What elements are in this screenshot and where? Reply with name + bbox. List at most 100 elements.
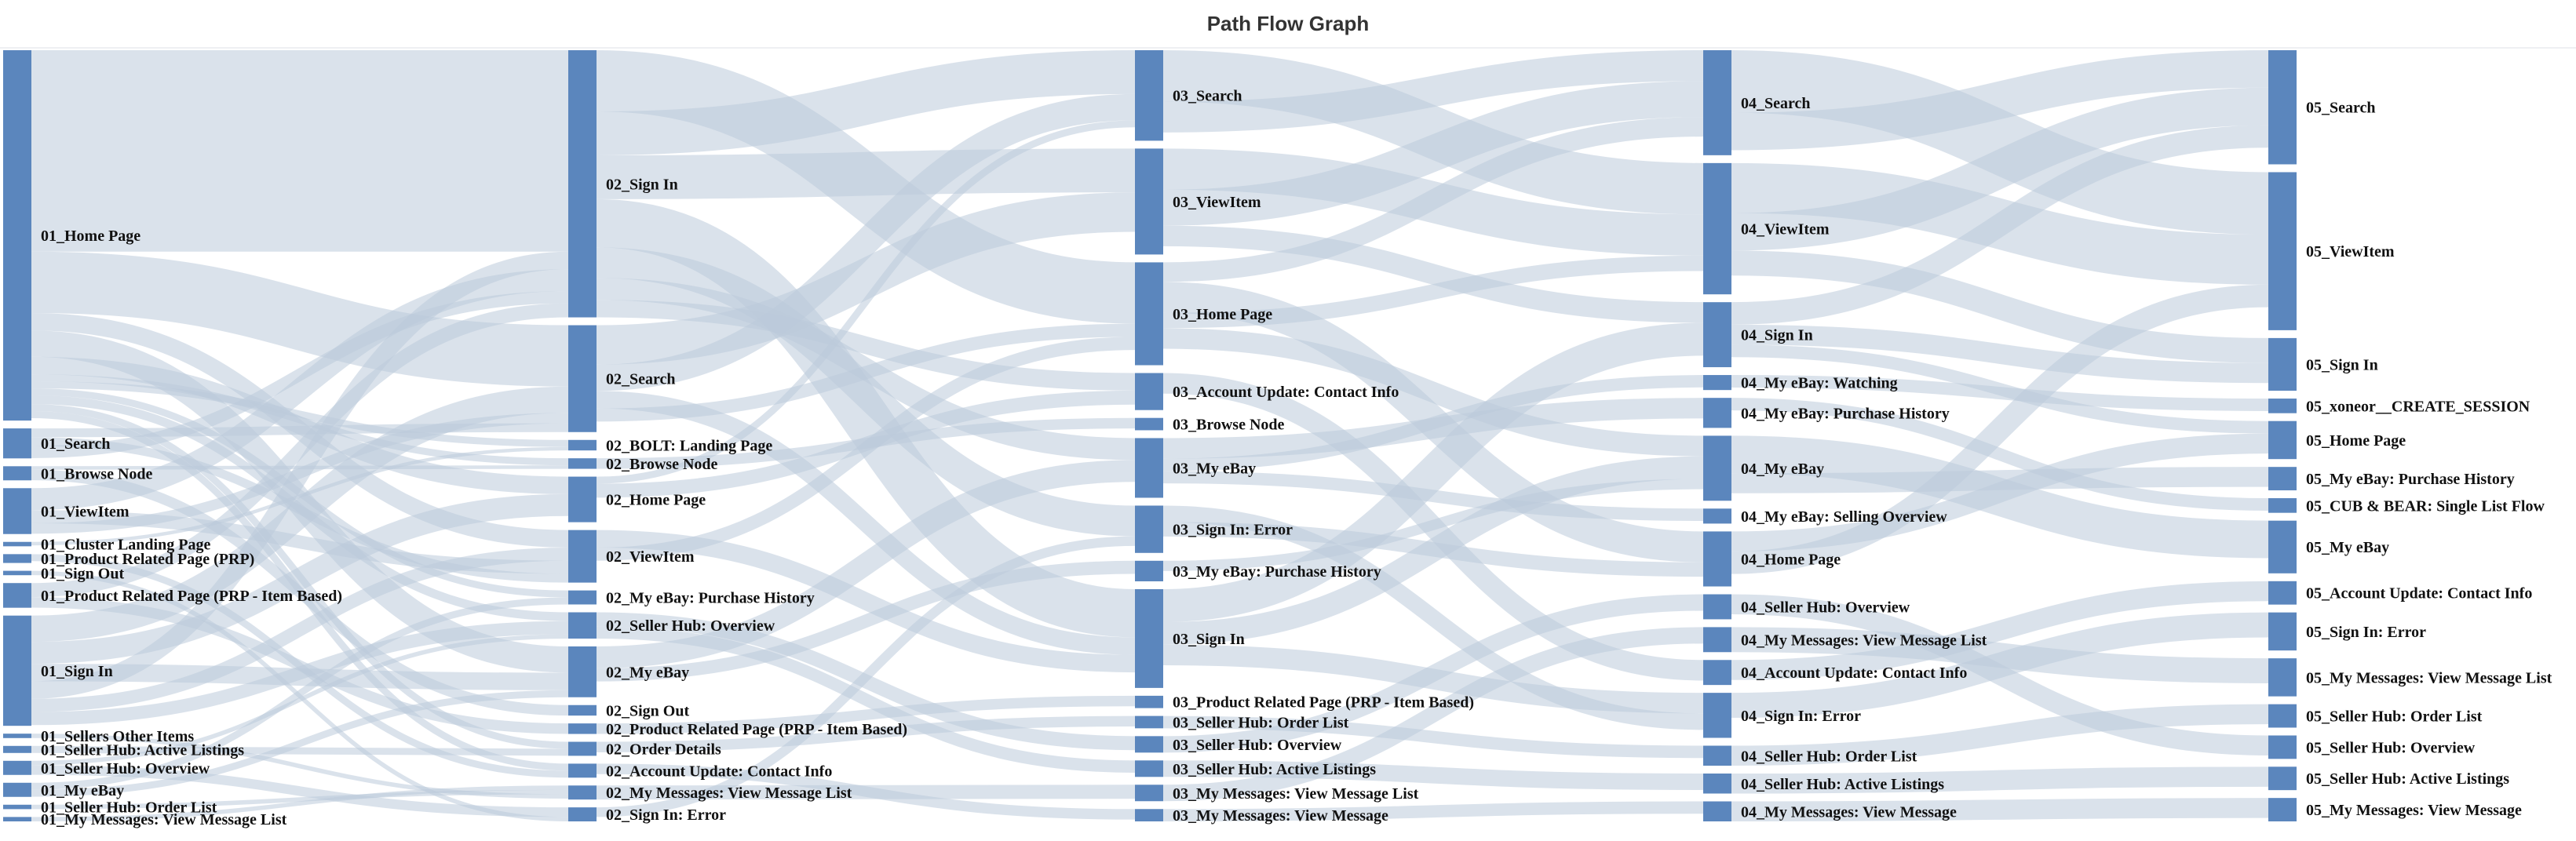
flow-link[interactable] xyxy=(31,493,569,664)
flow-link[interactable] xyxy=(596,715,1136,752)
flow-link[interactable] xyxy=(596,247,1136,537)
flow-node[interactable] xyxy=(1135,695,1163,708)
flow-link[interactable] xyxy=(596,148,1136,199)
flow-node[interactable] xyxy=(1703,594,1731,620)
flow-link[interactable] xyxy=(1162,594,1704,753)
flow-node[interactable] xyxy=(568,612,597,639)
flow-link[interactable] xyxy=(31,570,569,822)
flow-node[interactable] xyxy=(1135,785,1163,802)
flow-node[interactable] xyxy=(3,782,31,797)
flow-node[interactable] xyxy=(1703,435,1731,501)
flow-node[interactable] xyxy=(3,488,31,534)
flow-node[interactable] xyxy=(568,807,597,821)
flow-node[interactable] xyxy=(2268,658,2297,697)
flow-link[interactable] xyxy=(1162,627,1704,802)
flow-link[interactable] xyxy=(31,446,569,546)
flow-link[interactable] xyxy=(1731,766,2269,794)
flow-node[interactable] xyxy=(3,760,31,775)
flow-link[interactable] xyxy=(1162,50,1704,215)
flow-node[interactable] xyxy=(3,583,31,608)
flow-link[interactable] xyxy=(1162,49,1704,133)
flow-node[interactable] xyxy=(2268,467,2297,491)
flow-link[interactable] xyxy=(596,323,1136,422)
flow-link[interactable] xyxy=(31,465,569,470)
flow-link[interactable] xyxy=(1162,81,1704,226)
flow-link[interactable] xyxy=(1731,125,2269,325)
flow-node[interactable] xyxy=(1135,760,1163,777)
flow-node[interactable] xyxy=(1703,660,1731,686)
flow-node[interactable] xyxy=(1703,50,1731,155)
flow-link[interactable] xyxy=(596,93,1136,391)
flow-node[interactable] xyxy=(2268,581,2297,605)
flow-node[interactable] xyxy=(1703,162,1731,295)
flow-node[interactable] xyxy=(2268,50,2297,165)
flow-node[interactable] xyxy=(3,804,31,810)
flow-link[interactable] xyxy=(1731,398,2269,511)
flow-link[interactable] xyxy=(596,50,1136,155)
flow-link[interactable] xyxy=(31,785,569,821)
flow-node[interactable] xyxy=(568,723,597,734)
flow-link[interactable] xyxy=(1162,328,1704,457)
flow-node[interactable] xyxy=(3,570,31,576)
flow-node[interactable] xyxy=(2268,420,2297,460)
flow-link[interactable] xyxy=(31,356,569,494)
flow-link[interactable] xyxy=(596,763,1136,820)
flow-link[interactable] xyxy=(596,560,1136,682)
flow-node[interactable] xyxy=(2268,520,2297,573)
flow-node[interactable] xyxy=(1135,589,1163,688)
flow-link[interactable] xyxy=(1731,594,2269,755)
flow-link[interactable] xyxy=(1731,284,2269,574)
flow-node[interactable] xyxy=(2268,498,2297,513)
flow-node[interactable] xyxy=(2268,798,2297,821)
flow-link[interactable] xyxy=(1731,87,2269,251)
flow-node[interactable] xyxy=(1703,531,1731,587)
flow-node[interactable] xyxy=(1703,745,1731,766)
flow-node[interactable] xyxy=(2268,612,2297,651)
flow-node[interactable] xyxy=(568,590,597,605)
flow-node[interactable] xyxy=(1703,508,1731,524)
flow-node[interactable] xyxy=(568,646,597,697)
flow-link[interactable] xyxy=(1162,322,1704,622)
flow-link[interactable] xyxy=(31,621,569,726)
flow-link[interactable] xyxy=(31,381,569,447)
flow-node[interactable] xyxy=(1703,627,1731,653)
flow-link[interactable] xyxy=(31,745,569,756)
flow-node[interactable] xyxy=(2268,766,2297,791)
flow-link[interactable] xyxy=(1731,324,2269,384)
flow-node[interactable] xyxy=(568,785,597,800)
flow-node[interactable] xyxy=(1135,373,1163,410)
flow-node[interactable] xyxy=(1135,438,1163,498)
flow-link[interactable] xyxy=(596,198,1136,638)
flow-node[interactable] xyxy=(1135,417,1163,431)
flow-link[interactable] xyxy=(1162,375,1704,471)
flow-node[interactable] xyxy=(3,428,31,459)
flow-node[interactable] xyxy=(1703,693,1731,738)
flow-link[interactable] xyxy=(1731,627,2269,684)
flow-link[interactable] xyxy=(31,690,569,797)
flow-link[interactable] xyxy=(1162,801,1704,822)
flow-node[interactable] xyxy=(1135,148,1163,255)
flow-node[interactable] xyxy=(3,541,31,547)
flow-node[interactable] xyxy=(568,704,597,716)
flow-node[interactable] xyxy=(568,741,597,756)
flow-node[interactable] xyxy=(3,817,31,821)
flow-node[interactable] xyxy=(3,466,31,481)
flow-link[interactable] xyxy=(1731,375,2269,411)
flow-link[interactable] xyxy=(1162,760,1704,790)
flow-node[interactable] xyxy=(1703,801,1731,821)
flow-link[interactable] xyxy=(596,536,1136,817)
flow-link[interactable] xyxy=(596,300,1136,391)
flow-link[interactable] xyxy=(31,251,569,387)
flow-node[interactable] xyxy=(568,763,597,778)
flow-node[interactable] xyxy=(1703,774,1731,794)
flow-link[interactable] xyxy=(1731,798,2269,821)
flow-link[interactable] xyxy=(31,423,569,438)
flow-link[interactable] xyxy=(1731,581,2269,680)
flow-link[interactable] xyxy=(31,374,569,466)
flow-node[interactable] xyxy=(2268,735,2297,759)
flow-link[interactable] xyxy=(1731,250,2269,363)
flow-link[interactable] xyxy=(1162,479,1704,571)
flow-node[interactable] xyxy=(3,615,31,726)
flow-link[interactable] xyxy=(31,554,569,778)
flow-link[interactable] xyxy=(1731,704,2269,766)
